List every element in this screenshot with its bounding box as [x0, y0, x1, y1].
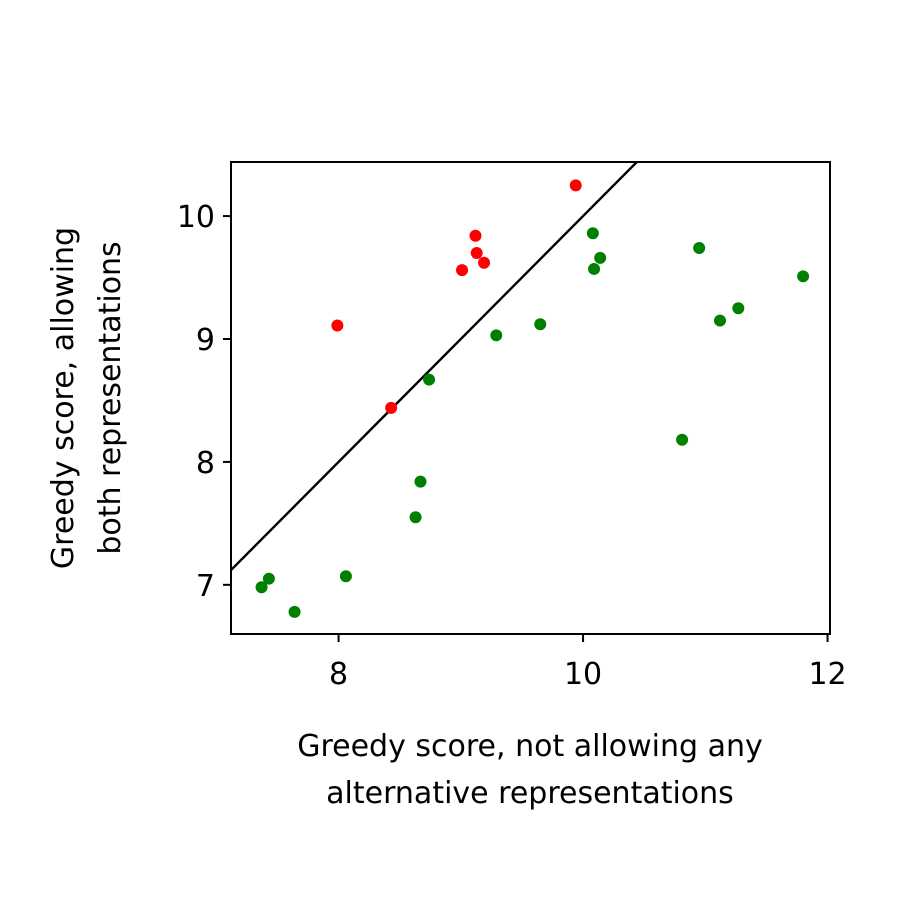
y-tick-label-2: 9	[196, 323, 215, 358]
data-point-s1-7	[490, 329, 503, 342]
data-point-s0-4	[470, 246, 483, 259]
data-point-s1-1	[262, 572, 275, 585]
reference-line	[231, 162, 639, 572]
data-point-s1-12	[676, 433, 689, 446]
axes-frame	[230, 161, 831, 635]
x-axis-label-line-2: alternative representations	[326, 776, 734, 811]
data-point-s1-3	[339, 570, 352, 583]
data-point-s1-13	[693, 242, 706, 255]
data-point-s1-5	[414, 475, 427, 488]
x-tick-label-2: 12	[808, 657, 846, 692]
data-point-s0-5	[478, 256, 491, 269]
data-point-s0-2	[456, 264, 469, 277]
y-tick-label-1: 8	[196, 446, 215, 481]
x-tick-label-0: 8	[329, 657, 348, 692]
x-axis-ticks: 8 10 12	[329, 634, 847, 692]
data-point-s0-3	[469, 229, 482, 242]
y-tick-label-0: 7	[196, 569, 215, 604]
y-axis-label-line-1: Greedy score, allowing	[46, 227, 81, 569]
data-point-s1-2	[288, 605, 301, 618]
y-tick-label-3: 10	[177, 200, 215, 235]
data-point-s1-0	[255, 581, 268, 594]
data-points	[255, 179, 810, 618]
x-axis-label-line-1: Greedy score, not allowing any	[297, 729, 763, 764]
data-point-s1-9	[586, 227, 599, 240]
data-point-s0-0	[331, 319, 344, 332]
data-point-s1-8	[534, 318, 547, 331]
y-axis-ticks: 7 8 9 10	[177, 200, 231, 604]
data-point-s0-1	[385, 401, 398, 414]
data-point-s1-10	[588, 262, 601, 275]
data-point-s1-16	[797, 270, 810, 283]
x-tick-label-1: 10	[564, 657, 602, 692]
data-point-s1-15	[732, 302, 745, 315]
data-point-s1-14	[713, 314, 726, 327]
data-point-s1-4	[409, 511, 422, 524]
plot-area	[230, 161, 831, 635]
data-point-s1-11	[594, 251, 607, 264]
y-axis-label-line-2: both representations	[93, 241, 128, 554]
data-point-s0-6	[569, 179, 582, 192]
data-point-s1-6	[423, 373, 436, 386]
